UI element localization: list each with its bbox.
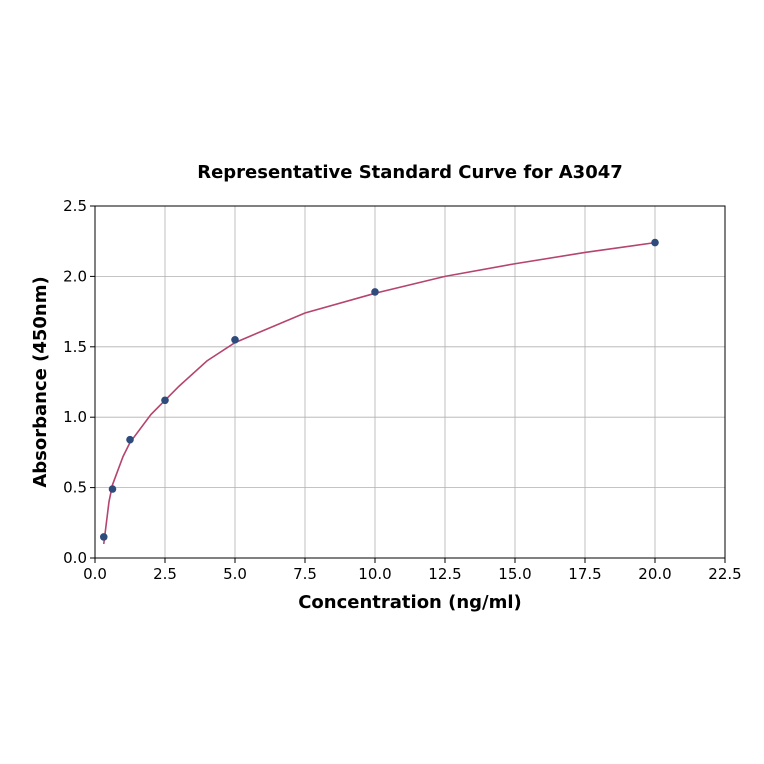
data-point (108, 485, 117, 493)
data-point (161, 396, 169, 405)
x-tick-label: 7.5 (293, 565, 317, 583)
fit-curve (102, 241, 656, 545)
y-tick-label: 0.0 (63, 549, 87, 567)
x-tick-label: 2.5 (153, 565, 177, 583)
data-point (651, 238, 659, 247)
y-tick-label: 2.0 (63, 267, 87, 285)
y-axis-label: Absorbance (450nm) (30, 276, 51, 487)
x-tick-label: 5.0 (223, 565, 247, 583)
y-tick-label: 1.5 (63, 338, 87, 356)
x-tick-label: 12.5 (428, 565, 461, 583)
data-point (99, 533, 108, 541)
y-tick-label: 0.5 (63, 479, 87, 497)
x-tick-label: 15.0 (498, 565, 531, 583)
x-axis-label: Concentration (ng/ml) (298, 592, 522, 613)
y-tick-label: 2.5 (63, 197, 87, 215)
chart-title: Representative Standard Curve for A3047 (197, 162, 623, 183)
data-point (126, 435, 134, 444)
x-tick-label: 10.0 (358, 565, 391, 583)
x-tick-label: 20.0 (638, 565, 671, 583)
x-tick-label: 0.0 (83, 565, 107, 583)
y-tick-label: 1.0 (63, 408, 87, 426)
x-tick-label: 22.5 (708, 565, 741, 583)
x-tick-label: 17.5 (568, 565, 601, 583)
data-point (371, 288, 379, 296)
data-point (231, 335, 239, 344)
plot-frame (94, 205, 726, 559)
